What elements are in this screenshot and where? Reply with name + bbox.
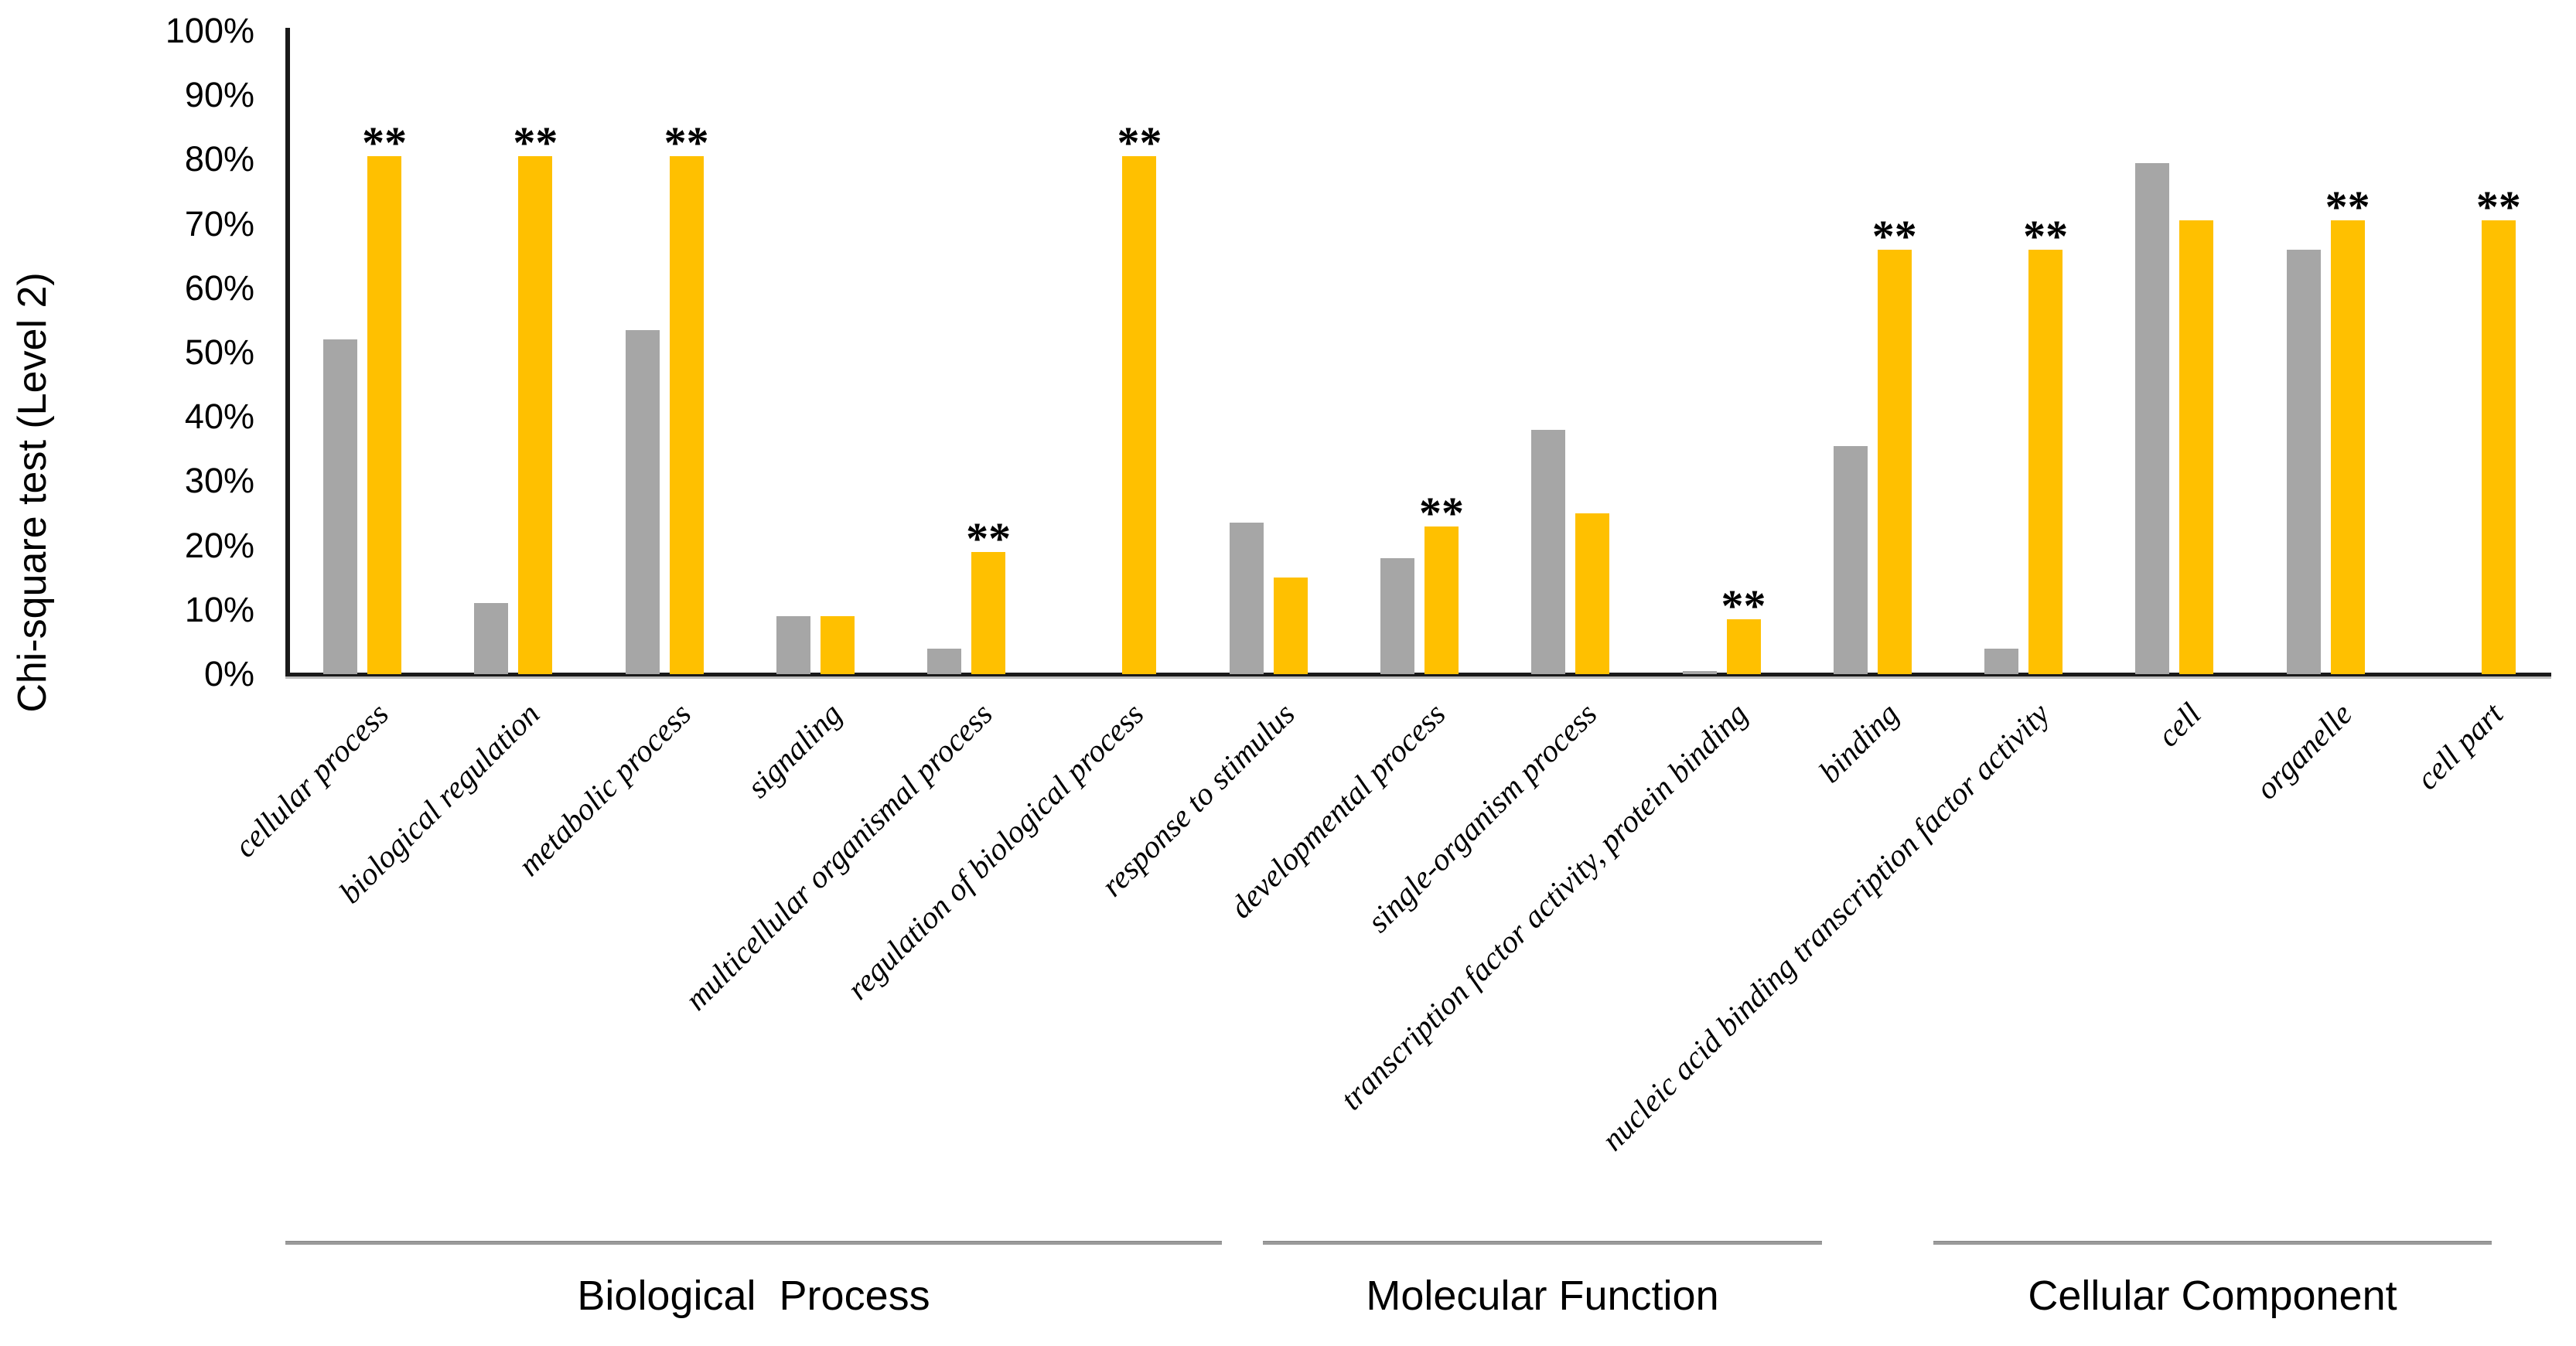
bar-gray <box>625 329 660 674</box>
x-category-label: binding <box>1811 696 1906 790</box>
significance-marker: ** <box>2475 182 2521 233</box>
bar-yellow <box>971 551 1006 674</box>
x-category-label: cell <box>2150 696 2208 754</box>
x-category-label: signaling <box>739 696 848 805</box>
bar-gray <box>323 339 358 674</box>
group-underline <box>285 1241 1222 1245</box>
significance-marker: ** <box>664 118 709 169</box>
bar-yellow <box>518 156 553 674</box>
x-category-label: multicellular organismal process <box>677 696 1000 1017</box>
significance-marker: ** <box>2325 182 2370 233</box>
bar-yellow <box>1122 156 1157 674</box>
y-tick-label: 30% <box>184 461 254 501</box>
bar-gray <box>776 616 810 674</box>
bar-gray <box>1380 558 1414 674</box>
y-tick-label: 60% <box>184 267 254 308</box>
x-axis-shadow-line <box>285 676 2551 679</box>
x-category-label: organelle <box>2248 696 2359 806</box>
group-underline <box>1263 1241 1822 1245</box>
group-label: Biological Process <box>577 1273 930 1319</box>
bar-gray <box>1682 670 1717 674</box>
bar-yellow <box>1273 578 1308 674</box>
bar-yellow <box>669 156 704 674</box>
y-tick-label: 90% <box>184 75 254 115</box>
y-tick-label: 0% <box>203 654 254 693</box>
x-axis-line <box>285 673 2551 676</box>
x-category-label: cellular process <box>227 696 396 864</box>
group-underline <box>1933 1241 2492 1245</box>
bar-yellow <box>1877 249 1912 674</box>
bar-gray <box>1833 445 1868 674</box>
bar-yellow <box>820 616 855 674</box>
y-tick-label: 50% <box>184 332 254 372</box>
bar-gray <box>474 603 509 674</box>
significance-marker: ** <box>1418 487 1464 538</box>
bar-yellow <box>1424 526 1459 674</box>
bar-gray <box>1531 429 1566 674</box>
y-axis-title: Chi-square test (Level 2) <box>10 272 55 713</box>
significance-marker: ** <box>1117 118 1162 169</box>
y-tick-label: 20% <box>184 525 254 565</box>
bar-gray <box>1984 648 2019 674</box>
bar-gray <box>2286 249 2321 674</box>
x-category-label: regulation of biological process <box>839 696 1151 1007</box>
bar-yellow <box>2330 220 2365 674</box>
group-label: Molecular Function <box>1366 1273 1719 1319</box>
y-tick-label: 10% <box>184 589 254 629</box>
y-tick-label: 80% <box>184 139 254 179</box>
y-tick-label: 70% <box>184 203 254 244</box>
significance-marker: ** <box>1721 581 1766 632</box>
y-tick-label: 100% <box>165 11 254 50</box>
significance-marker: ** <box>1871 210 1917 261</box>
bar-yellow <box>2481 220 2516 674</box>
bar-yellow <box>2028 249 2063 674</box>
bar-gray <box>1229 523 1264 674</box>
bar-yellow <box>1575 513 1610 674</box>
bar-yellow <box>367 156 402 674</box>
group-label: Cellular Component <box>2028 1273 2397 1319</box>
significance-marker: ** <box>362 118 408 169</box>
significance-marker: ** <box>966 513 1012 564</box>
significance-marker: ** <box>2023 210 2069 261</box>
y-axis-line <box>285 28 290 677</box>
significance-marker: ** <box>513 118 558 169</box>
x-category-label: cell part <box>2408 696 2509 796</box>
bar-gray <box>2135 162 2170 674</box>
bar-gray <box>927 648 962 674</box>
bar-yellow <box>1726 619 1761 674</box>
y-tick-label: 40% <box>184 397 254 437</box>
bar-yellow <box>2179 220 2214 674</box>
